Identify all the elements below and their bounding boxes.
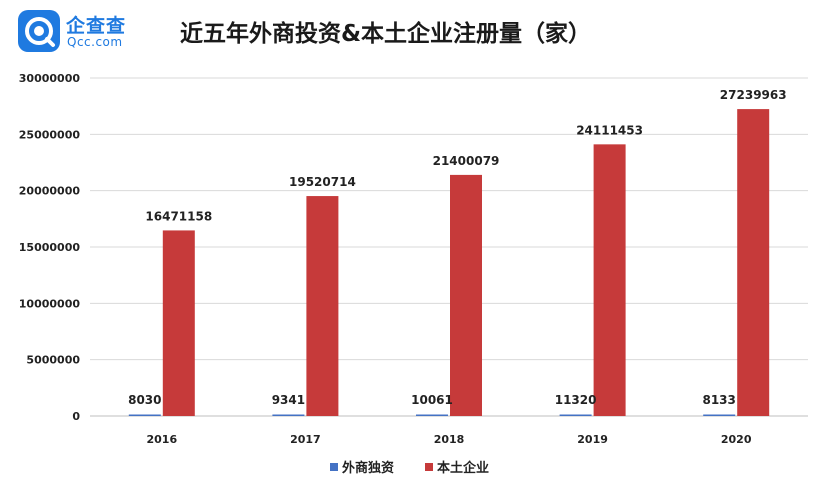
- bar: [272, 414, 305, 416]
- x-axis: 2016 2017 2018 2019 2020: [146, 433, 751, 446]
- x-tick-label: 2018: [434, 433, 465, 446]
- y-tick-label: 20000000: [19, 185, 81, 198]
- data-label: 21400079: [433, 154, 500, 168]
- data-label: 8030: [128, 393, 161, 407]
- bar: [306, 196, 339, 416]
- logo-domain: Qcc.com: [67, 35, 123, 49]
- chart-title: 近五年外商投资&本土企业注册量（家）: [180, 21, 592, 47]
- legend-swatch: [425, 463, 433, 471]
- bar: [128, 414, 161, 416]
- y-tick-label: 25000000: [19, 128, 81, 141]
- bar: [162, 230, 195, 416]
- y-tick-label: 10000000: [19, 297, 81, 310]
- data-label: 11320: [555, 393, 597, 407]
- data-label: 19520714: [289, 175, 356, 189]
- bar: [737, 109, 770, 416]
- y-tick-label: 15000000: [19, 241, 81, 254]
- bar: [703, 414, 736, 416]
- data-label: 27239963: [720, 88, 787, 102]
- qcc-logo-icon: [18, 10, 60, 52]
- x-tick-label: 2016: [146, 433, 177, 446]
- data-label: 16471158: [145, 209, 212, 223]
- data-label: 9341: [272, 393, 305, 407]
- grid-lines: [90, 77, 808, 417]
- bars: [128, 109, 770, 416]
- bar: [559, 414, 592, 416]
- data-label: 10061: [411, 393, 453, 407]
- x-tick-label: 2020: [721, 433, 752, 446]
- y-axis: 0 5000000 10000000 15000000 20000000 25000000…: [19, 72, 81, 423]
- qcc-logo: 企查查 Qcc.com: [18, 10, 148, 52]
- x-tick-label: 2019: [577, 433, 608, 446]
- data-labels: 8030 16471158 9341 19520714 10061 21400079 113…: [128, 88, 787, 407]
- legend-swatch: [330, 463, 338, 471]
- x-tick-label: 2017: [290, 433, 321, 446]
- data-label: 8133: [702, 393, 735, 407]
- y-tick-label: 30000000: [19, 72, 81, 85]
- header: 企查查 Qcc.com 近五年外商投资&本土企业注册量（家）: [0, 0, 824, 60]
- bar: [416, 414, 448, 416]
- legend-label: 外商独资: [341, 460, 394, 476]
- legend-label: 本土企业: [437, 460, 489, 476]
- data-label: 24111453: [576, 123, 643, 137]
- legend: 外商独资 本土企业: [330, 460, 489, 476]
- bar: [593, 144, 626, 416]
- logo-name: 企查查: [66, 15, 127, 37]
- y-tick-label: 0: [72, 410, 80, 423]
- y-tick-label: 5000000: [26, 354, 80, 367]
- bar: [450, 174, 482, 416]
